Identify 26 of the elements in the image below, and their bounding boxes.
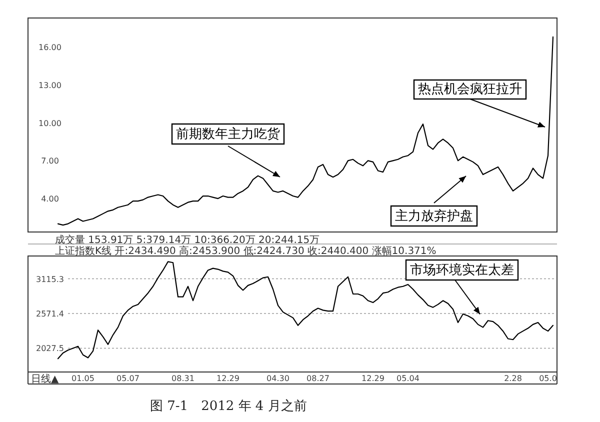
annotation: 上证指数K线 开:2434.490 高:2453.900 低:2424.730 收:2440.400 涨幅10.371% (55, 245, 436, 257)
y-tick-label: 13.00 (38, 80, 62, 90)
annotation: 主力放弃护盘 (395, 208, 473, 224)
y-tick-label: 2571.4 (36, 309, 64, 318)
x-tick-label: 04.30 (266, 374, 290, 383)
x-tick-label: 05.07 (116, 374, 140, 383)
x-tick-label: 12.29 (362, 374, 384, 383)
text: 日线▲ (31, 373, 59, 385)
y-tick-label: 16.00 (38, 43, 62, 52)
x-tick-label: 05.0 (539, 374, 557, 383)
annotation: 前期数年主力吃货 (176, 126, 280, 142)
caption: 图 7-1 2012 年 4 月之前 (150, 399, 307, 414)
x-tick-label: 08.31 (172, 374, 194, 383)
y-tick-label: 3115.3 (36, 274, 64, 284)
text: 成交量 153.91万 5:379.14万 10:366.20万 20:244.15万 (55, 234, 320, 246)
y-tick-label: 4.00 (41, 194, 59, 204)
annotation: 热点机会疯狂拉升 (418, 82, 522, 97)
x-tick-label: 05.04 (396, 374, 420, 383)
annotation: 市场环境实在太差 (410, 262, 514, 278)
x-tick-label: 01.05 (72, 374, 94, 383)
x-tick-label: 2.28 (504, 374, 522, 383)
y-tick-label: 10.00 (38, 118, 62, 128)
x-tick-label: 08.27 (306, 374, 330, 383)
x-tick-label: 12.29 (216, 374, 240, 383)
y-tick-label: 7.00 (41, 156, 59, 166)
y-tick-label: 2027.5 (36, 344, 64, 354)
